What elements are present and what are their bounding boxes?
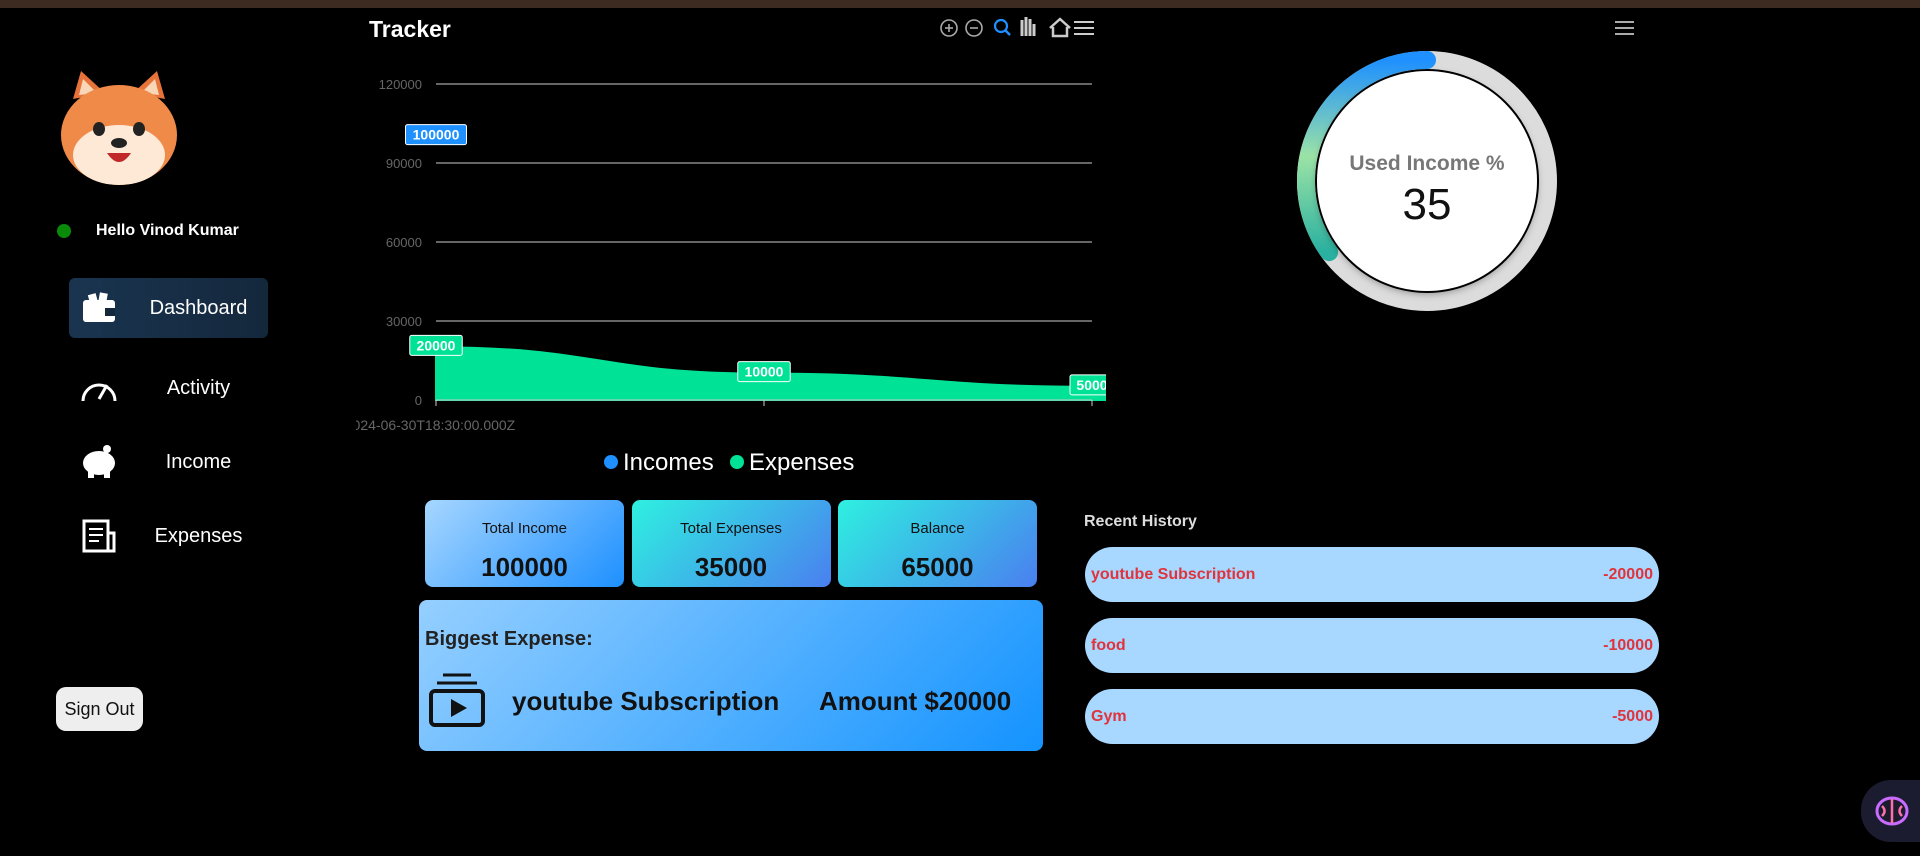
card-value: 100000	[481, 552, 568, 582]
nav-item[interactable]: Dashboard	[69, 278, 268, 338]
data-label: 5000	[1076, 377, 1107, 393]
biggest-expense-heading: Biggest Expense:	[425, 628, 593, 650]
nav-label: Income	[165, 450, 232, 473]
nav-label: Dashboard	[149, 296, 248, 319]
data-label-box	[405, 124, 467, 146]
biggest-expense-card: Biggest Expense: youtube Subscription Am…	[419, 600, 1043, 751]
assistant-icon	[1875, 796, 1909, 826]
recent-history-title: Recent History	[1084, 513, 1197, 530]
y-tick-label: 0	[415, 393, 422, 408]
data-label-box	[1069, 374, 1106, 396]
legend-marker	[730, 455, 744, 469]
legend-marker	[604, 455, 618, 469]
card-label: Total Income	[481, 520, 568, 537]
card-label: Balance	[910, 520, 965, 537]
summary-card: Balance 65000	[838, 500, 1037, 587]
nav-icon	[83, 445, 115, 478]
history-item: Gym -5000	[1085, 689, 1659, 744]
nav-item[interactable]: Activity	[69, 358, 268, 418]
chart-toolbar[interactable]	[940, 17, 1094, 38]
y-tick-label: 60000	[386, 235, 422, 250]
gauge-value: 35	[1403, 180, 1452, 229]
nav-item[interactable]: Income	[69, 432, 268, 492]
history-amount: -20000	[1603, 565, 1653, 583]
summary-card: Total Expenses 35000	[631, 500, 831, 587]
history-item: food -10000	[1085, 618, 1659, 673]
chart-title: Tracker	[369, 16, 451, 42]
gauge-menu[interactable]	[1615, 21, 1634, 35]
history-name: food	[1091, 636, 1126, 654]
data-label-box	[737, 361, 791, 383]
history-amount: -10000	[1603, 636, 1653, 654]
card-value: 65000	[901, 552, 974, 582]
avatar	[61, 71, 177, 185]
gauge-hollow	[1317, 71, 1537, 291]
nav-icon	[81, 383, 117, 402]
data-label-box	[409, 334, 463, 356]
card-value: 35000	[694, 552, 768, 582]
nav-item[interactable]: Expenses	[69, 506, 268, 566]
nav-label: Activity	[166, 376, 231, 399]
data-label: 100000	[413, 127, 460, 143]
data-label: 10000	[745, 364, 784, 380]
data-label: 20000	[417, 337, 456, 353]
legend-label: Expenses	[749, 449, 854, 476]
nav-label: Expenses	[154, 524, 243, 547]
sign-out-button[interactable]: Sign Out	[56, 687, 143, 731]
card-label: Total Expenses	[680, 520, 782, 537]
history-amount: -5000	[1612, 707, 1653, 725]
y-tick-label: 30000	[386, 314, 422, 329]
greeting: Hello Vinod Kumar	[96, 222, 239, 239]
status-dot	[57, 224, 71, 238]
legend-label: Incomes	[623, 449, 714, 476]
history-item: youtube Subscription -20000	[1085, 547, 1659, 602]
history-name: Gym	[1091, 707, 1127, 725]
plot-area: 100000 20000 10000 5000 2024-06-30T18:30:00.…	[345, 124, 1107, 433]
y-tick-label: 90000	[386, 156, 422, 171]
biggest-expense-amount: Amount $20000	[819, 686, 1012, 716]
biggest-expense-name: youtube Subscription	[512, 686, 780, 716]
gauge-bar	[1297, 51, 1436, 262]
assistant-button[interactable]	[1861, 780, 1920, 842]
summary-card: Total Income 100000	[425, 500, 624, 587]
expense-icon	[429, 673, 485, 727]
nav-icon	[82, 519, 116, 553]
gauge-label: Used Income %	[1349, 152, 1505, 175]
history-name: youtube Subscription	[1091, 565, 1256, 583]
top-bar	[0, 0, 1920, 8]
nav-icon	[83, 292, 115, 322]
x-tick-label: 2024-06-30T18:30:00.000Z	[345, 417, 516, 433]
y-tick-label: 120000	[379, 77, 422, 92]
